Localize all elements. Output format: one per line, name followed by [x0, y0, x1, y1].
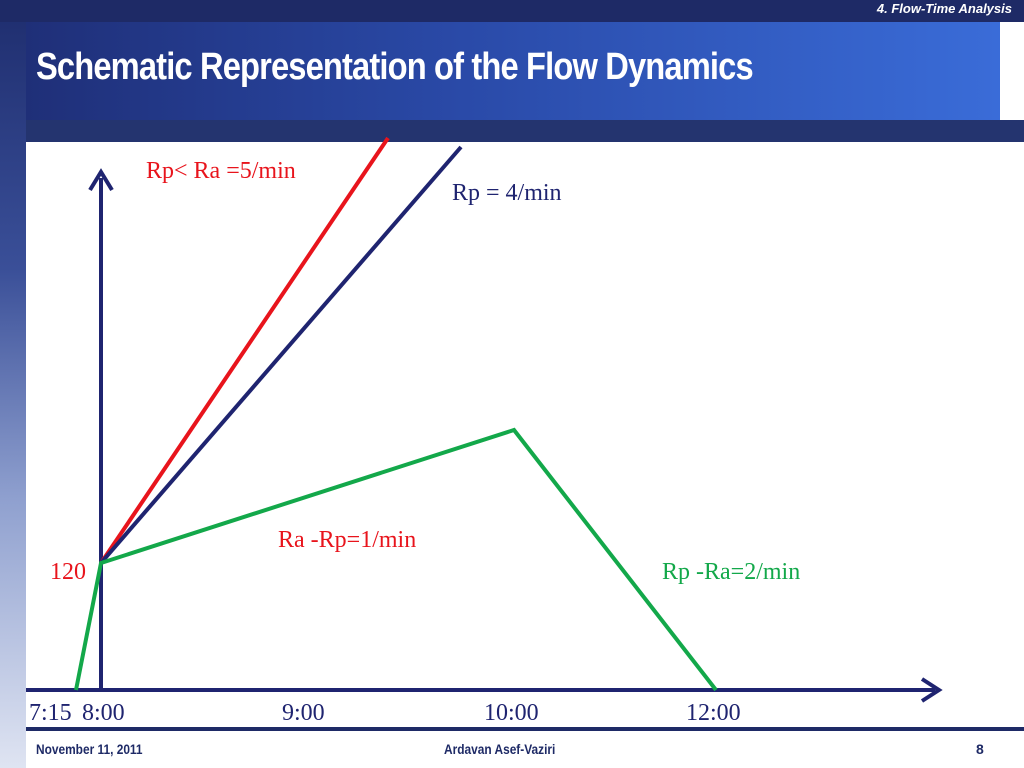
top-strip: 4. Flow-Time Analysis: [0, 0, 1024, 22]
green-up-label: Ra -Rp=1/min: [278, 527, 416, 553]
left-gradient-band: [0, 0, 26, 768]
tick-label-900: 9:00: [282, 700, 325, 726]
x-axis-arrow-icon: [920, 677, 943, 703]
red-rate-line: [99, 136, 390, 565]
tick-label-800: 8:00: [82, 700, 125, 726]
tick-label-1200: 12:00: [686, 700, 741, 726]
green-inventory-line: [74, 427, 718, 692]
y-start-label: 120: [50, 559, 86, 585]
tick-label-715: 7:15: [29, 700, 72, 726]
blue-rate-line: [99, 145, 463, 565]
section-label: 4. Flow-Time Analysis: [876, 1, 1012, 16]
page-number: 8: [976, 741, 984, 757]
green-down-label: Rp -Ra=2/min: [662, 559, 800, 585]
footer-divider: [26, 727, 1024, 731]
y-axis-arrow-icon: [88, 168, 114, 192]
tick-label-1000: 10:00: [484, 700, 539, 726]
red-rate-label: Rp< Ra =5/min: [146, 158, 296, 184]
title-bar: Schematic Representation of the Flow Dyn…: [26, 22, 1000, 120]
title-underline: [26, 120, 1024, 142]
blue-rate-label: Rp = 4/min: [452, 180, 562, 206]
footer-author: Ardavan Asef-Vaziri: [444, 741, 556, 757]
footer-date: November 11, 2011: [36, 741, 143, 757]
slide-title: Schematic Representation of the Flow Dyn…: [36, 46, 754, 88]
